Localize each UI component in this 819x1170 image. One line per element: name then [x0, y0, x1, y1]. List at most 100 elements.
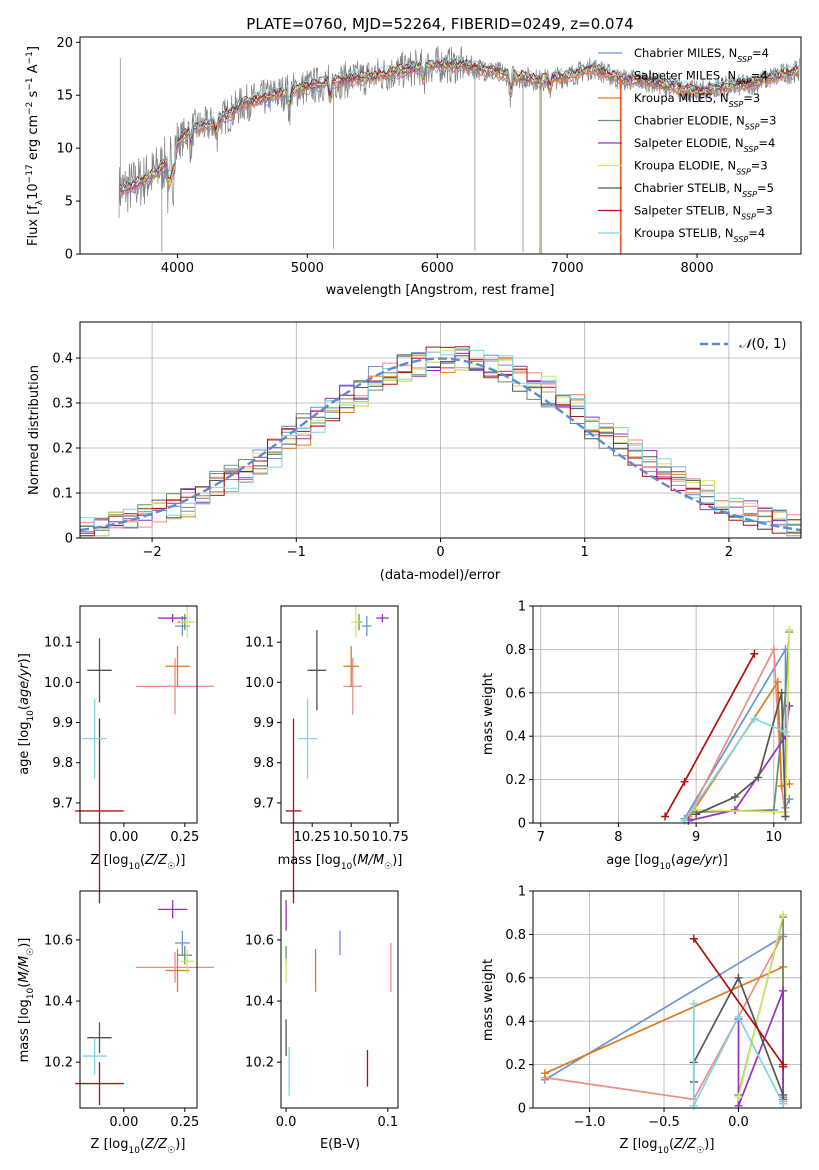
y-tick-label: 0.4	[52, 352, 73, 367]
y-tick-label: 0.4	[505, 730, 526, 745]
weight_vs_Z-panel: −1.0 −0.5 0.0 0 0.2 0.4 0.6 0.8 1 Z [log10(Z/Z☉)]…	[481, 885, 802, 1156]
y-axis-label: mass weight	[481, 959, 496, 1041]
x-tick-label: 4000	[161, 261, 194, 276]
residual-histogram-salpeter-stelib	[80, 346, 801, 537]
data-point-salpeter-elodie	[376, 614, 389, 623]
figure-title: PLATE=0760, MJD=52264, FIBERID=0249, z=0…	[246, 15, 633, 33]
weight-marker	[779, 986, 788, 995]
weight-series-salpeter-stelib	[689, 934, 788, 1071]
axes-frame	[532, 890, 802, 1109]
x-tick-label: 5000	[291, 261, 324, 276]
weight-marker	[689, 934, 698, 943]
x-tick-label: −1.0	[574, 1115, 606, 1130]
data-point-salpeter-elodie	[158, 614, 188, 623]
y-axis-label: Normed distribution	[27, 365, 42, 495]
legend-label: Salpeter STELIB, NSSP=3	[634, 204, 773, 222]
y-tick-label: 0	[518, 817, 526, 832]
x-tick-label: 0.0	[276, 1115, 297, 1130]
y-tick-label: 10.6	[44, 933, 73, 948]
weight-series-kroupa-elodie	[734, 910, 788, 1102]
weight-marker	[754, 773, 763, 782]
weight-series-kroupa-stelib	[680, 714, 790, 825]
y-tick-label: 10.0	[44, 676, 73, 691]
weight-marker	[781, 812, 790, 821]
weight-marker	[779, 1090, 788, 1099]
y-tick-label: 10.1	[245, 636, 274, 651]
weight-series-kroupa-stelib	[689, 999, 788, 1110]
data-point-kroupa-stelib	[298, 698, 317, 779]
x-tick-label: 0.1	[377, 1115, 398, 1130]
y-tick-label: 0.2	[505, 773, 526, 788]
data-point-kroupa-stelib	[82, 698, 107, 779]
x-tick-label: 7000	[551, 261, 584, 276]
weight-marker	[779, 1062, 788, 1071]
weight-marker	[750, 714, 759, 723]
data-point-salpeter-miles	[343, 658, 363, 715]
weight-marker	[779, 1099, 788, 1108]
data-point-kroupa-stelib	[82, 1037, 107, 1075]
legend-label: Chabrier STELIB, NSSP=5	[634, 181, 774, 199]
x-tick-label: 9	[692, 830, 700, 845]
weight-marker	[769, 805, 778, 814]
x-tick-label: 2	[725, 545, 733, 560]
x-tick-label: 6000	[421, 261, 454, 276]
data-point-kroupa-miles	[165, 646, 190, 687]
weight-marker	[773, 677, 782, 686]
y-tick-label: 9.9	[253, 716, 274, 731]
y-tick-label: 10	[56, 142, 73, 157]
weight-series-chabrier-stelib	[692, 688, 790, 821]
x-tick-label: 8	[614, 830, 622, 845]
y-tick-label: 0.2	[52, 442, 73, 457]
spectrum-panel: 4000 5000 6000 7000 8000 0 5 10 15 20 wavelength […	[25, 36, 802, 298]
data-point-salpeter-miles	[136, 658, 215, 715]
weight-marker	[781, 727, 790, 736]
weight-marker	[680, 777, 689, 786]
legend-label: Chabrier MILES, NSSP=4	[634, 46, 769, 64]
x-tick-label: 8000	[681, 261, 714, 276]
weight-line	[687, 646, 787, 817]
y-tick-label: 0.3	[52, 397, 73, 412]
x-tick-label: −2	[143, 545, 162, 560]
y-tick-label: 10.1	[44, 636, 73, 651]
y-tick-label: 0.2	[505, 1058, 526, 1073]
residual-histogram-kroupa-stelib	[80, 348, 801, 537]
y-tick-label: 0	[65, 248, 73, 263]
axes-frame	[79, 36, 802, 255]
y-axis-label: Flux [fλ10−17 erg cm−2 s−1 A−1]	[25, 46, 45, 246]
axes-frame	[79, 605, 198, 824]
x-tick-label: 0.00	[109, 1115, 138, 1130]
legend-label: 𝒩(0, 1)	[739, 337, 786, 352]
x-tick-label: 1	[581, 545, 589, 560]
x-axis-label: age [log10(age/yr)]	[606, 853, 728, 872]
spectrum-legend: Chabrier MILES, NSSP=4 Salpeter MILES, NS…	[598, 46, 776, 244]
y-tick-label: 0.6	[505, 971, 526, 986]
x-tick-label: 7	[537, 830, 545, 845]
weight-marker	[540, 1069, 549, 1078]
x-axis-label: mass [log10(M/M☉)]	[278, 853, 403, 872]
data-point-chabrier-stelib	[307, 630, 327, 711]
data-point-chabrier-stelib	[87, 638, 112, 703]
weight-marker	[769, 645, 778, 654]
weight-line	[737, 990, 784, 1107]
data-point-kroupa-elodie	[179, 949, 195, 974]
weight-marker	[750, 649, 759, 658]
weight-marker	[734, 1093, 743, 1102]
x-tick-label: 10.75	[372, 830, 409, 845]
data-point-salpeter-stelib	[285, 718, 302, 904]
data-point-salpeter-miles	[136, 952, 215, 983]
data-point-salpeter-stelib	[75, 718, 124, 904]
weight_vs_age-panel: 7 8 9 10 0 0.2 0.4 0.6 0.8 1 age [log10(age/yr)] ma…	[481, 600, 802, 872]
x-tick-label: 10.50	[333, 830, 370, 845]
x-axis-label: (data-model)/error	[380, 568, 501, 583]
x-axis-label: Z [log10(Z/Z☉)]	[91, 853, 186, 872]
weight-series-salpeter-stelib	[661, 649, 759, 821]
x-tick-label: −0.5	[648, 1115, 680, 1130]
y-axis-label: age [log10(age/yr)]	[17, 653, 36, 775]
weight-marker	[734, 1012, 743, 1021]
data-point-kroupa-miles	[165, 949, 190, 992]
weight-marker	[692, 810, 701, 819]
legend-label: Kroupa STELIB, NSSP=4	[634, 226, 765, 244]
weight-marker	[785, 701, 794, 710]
